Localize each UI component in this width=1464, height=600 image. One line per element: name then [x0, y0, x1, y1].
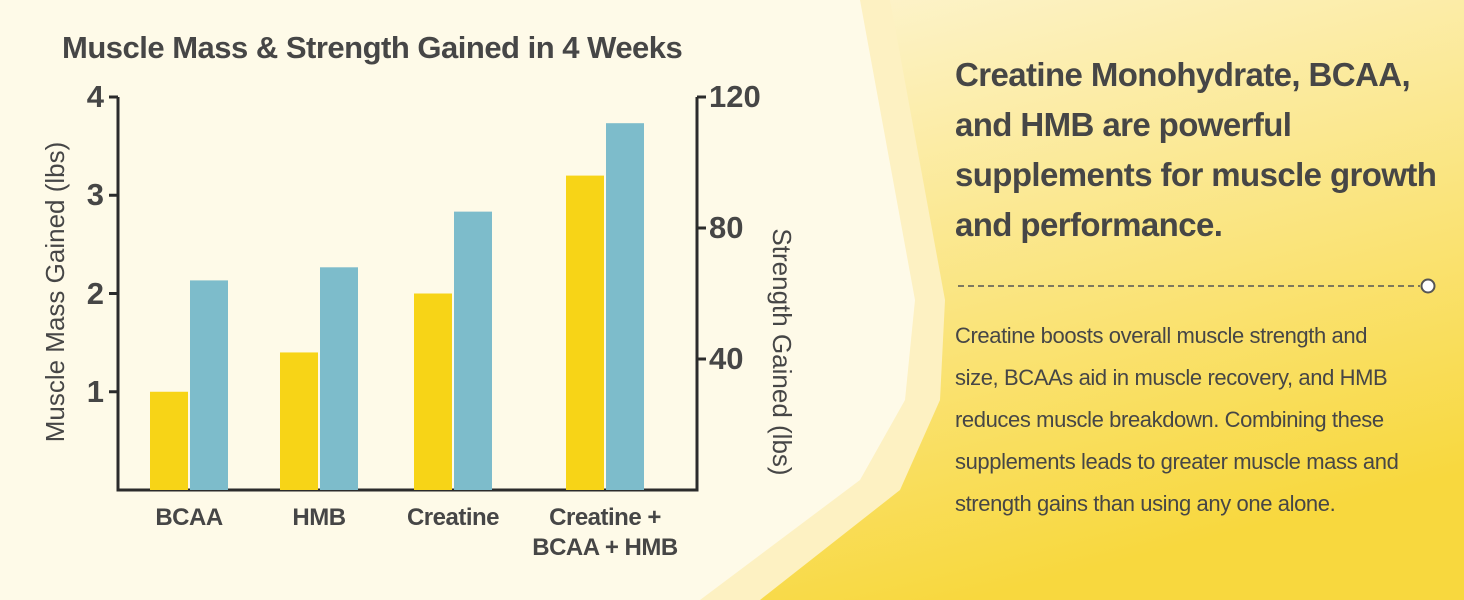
bar	[320, 267, 358, 490]
y2-tick-label: 120	[709, 79, 761, 114]
y2-tick-label: 40	[709, 341, 744, 376]
bar	[566, 175, 604, 490]
bar	[454, 211, 492, 490]
y2-tick-label: 80	[709, 210, 744, 245]
bar	[150, 391, 188, 490]
bar	[280, 352, 318, 490]
x-tick-label: HMB	[292, 504, 346, 531]
divider-dot	[1420, 278, 1436, 294]
panel-body: Creatine boosts overall muscle strength …	[955, 323, 1399, 516]
x-tick-label: Creatine	[406, 504, 500, 531]
panel-heading: Creatine Monohydrate, BCAA, and HMB are …	[955, 56, 1437, 243]
bar	[190, 280, 228, 490]
y-tick-label: 1	[86, 373, 104, 409]
y-tick-label: 4	[86, 79, 104, 114]
x-tick-label: BCAA	[155, 504, 223, 531]
bar	[606, 123, 644, 490]
y-tick-label: 2	[86, 275, 104, 311]
bg-panel	[760, 0, 1464, 600]
chart-title: Muscle Mass & Strength Gained in 4 Weeks	[62, 30, 683, 65]
y-axis-title: Muscle Mass Gained (lbs)	[40, 141, 70, 443]
bar	[414, 293, 452, 490]
x-tick-label: Creatine + BCAA + HMB	[532, 504, 678, 561]
plot	[109, 95, 706, 492]
y2-axis-title: Strength Gained (lbs)	[767, 228, 797, 476]
y-tick-label: 3	[86, 177, 104, 213]
